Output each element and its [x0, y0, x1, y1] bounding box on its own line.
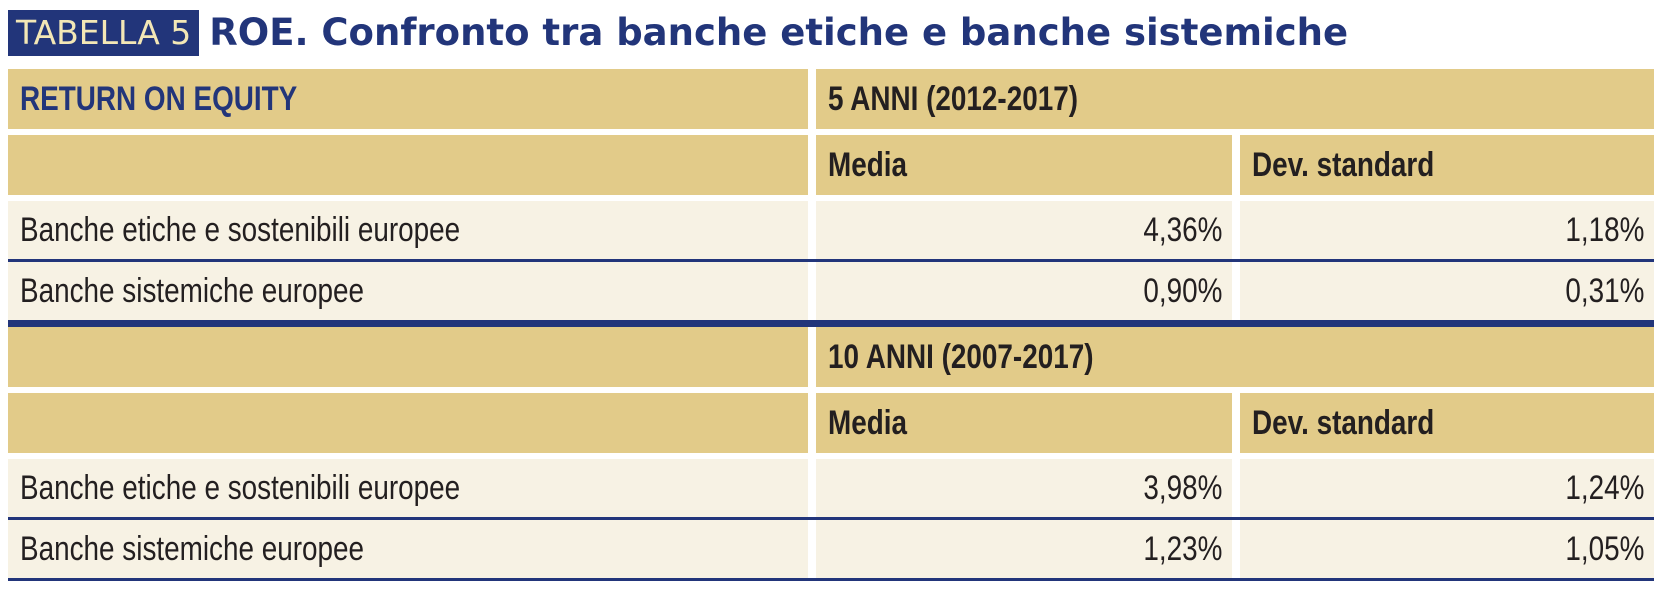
- media-value-cell: 3,98%: [816, 459, 1232, 517]
- media-value-cell: 1,23%: [816, 520, 1232, 578]
- table-row: Banche etiche e sostenibili europee 3,98…: [8, 459, 1654, 517]
- column-header-dev-standard: Dev. standard: [1240, 135, 1654, 195]
- row-label-cell: Banche etiche e sostenibili europee: [8, 201, 808, 259]
- row-label-cell: Banche etiche e sostenibili europee: [8, 459, 808, 517]
- dev-value-cell: 0,31%: [1240, 262, 1654, 320]
- period-label: 5 ANNI (2012-2017): [828, 79, 1079, 118]
- header-row-period: RETURN ON EQUITY 5 ANNI (2012-2017): [8, 69, 1654, 129]
- column-header-media: Media: [816, 135, 1232, 195]
- roe-table: RETURN ON EQUITY 5 ANNI (2012-2017) Medi…: [8, 69, 1654, 581]
- header-row-period: 10 ANNI (2007-2017): [8, 327, 1654, 387]
- table-number-tag: TABELLA 5: [8, 10, 200, 56]
- header-empty-cell: [8, 393, 808, 453]
- table-caption: ROE. Confronto tra banche etiche e banch…: [209, 11, 1349, 54]
- header-label-cell: RETURN ON EQUITY: [8, 69, 808, 129]
- period-header-cell: 5 ANNI (2012-2017): [816, 69, 1654, 129]
- dev-value-cell: 1,24%: [1240, 459, 1654, 517]
- period-header-cell: 10 ANNI (2007-2017): [816, 327, 1654, 387]
- column-header-dev-standard: Dev. standard: [1240, 393, 1654, 453]
- section-divider: [8, 320, 1654, 327]
- header-empty-cell: [8, 135, 808, 195]
- media-value-cell: 4,36%: [816, 201, 1232, 259]
- row-label-cell: Banche sistemiche europee: [8, 520, 808, 578]
- row-divider: [8, 259, 1654, 262]
- row-label-cell: Banche sistemiche europee: [8, 262, 808, 320]
- media-value-cell: 0,90%: [816, 262, 1232, 320]
- table-row: Banche etiche e sostenibili europee 4,36…: [8, 201, 1654, 259]
- header-row-columns: Media Dev. standard: [8, 393, 1654, 453]
- table-row: Banche sistemiche europee 1,23% 1,05%: [8, 520, 1654, 578]
- column-header-media: Media: [816, 393, 1232, 453]
- header-empty-cell: [8, 327, 808, 387]
- row-divider: [8, 517, 1654, 520]
- dev-value-cell: 1,05%: [1240, 520, 1654, 578]
- period-label: 10 ANNI (2007-2017): [828, 337, 1094, 376]
- header-label: RETURN ON EQUITY: [20, 79, 298, 118]
- table-title: TABELLA 5 ROE. Confronto tra banche etic…: [8, 10, 1348, 56]
- table-bottom-rule: [8, 578, 1654, 581]
- header-row-columns: Media Dev. standard: [8, 135, 1654, 195]
- dev-value-cell: 1,18%: [1240, 201, 1654, 259]
- table-row: Banche sistemiche europee 0,90% 0,31%: [8, 262, 1654, 320]
